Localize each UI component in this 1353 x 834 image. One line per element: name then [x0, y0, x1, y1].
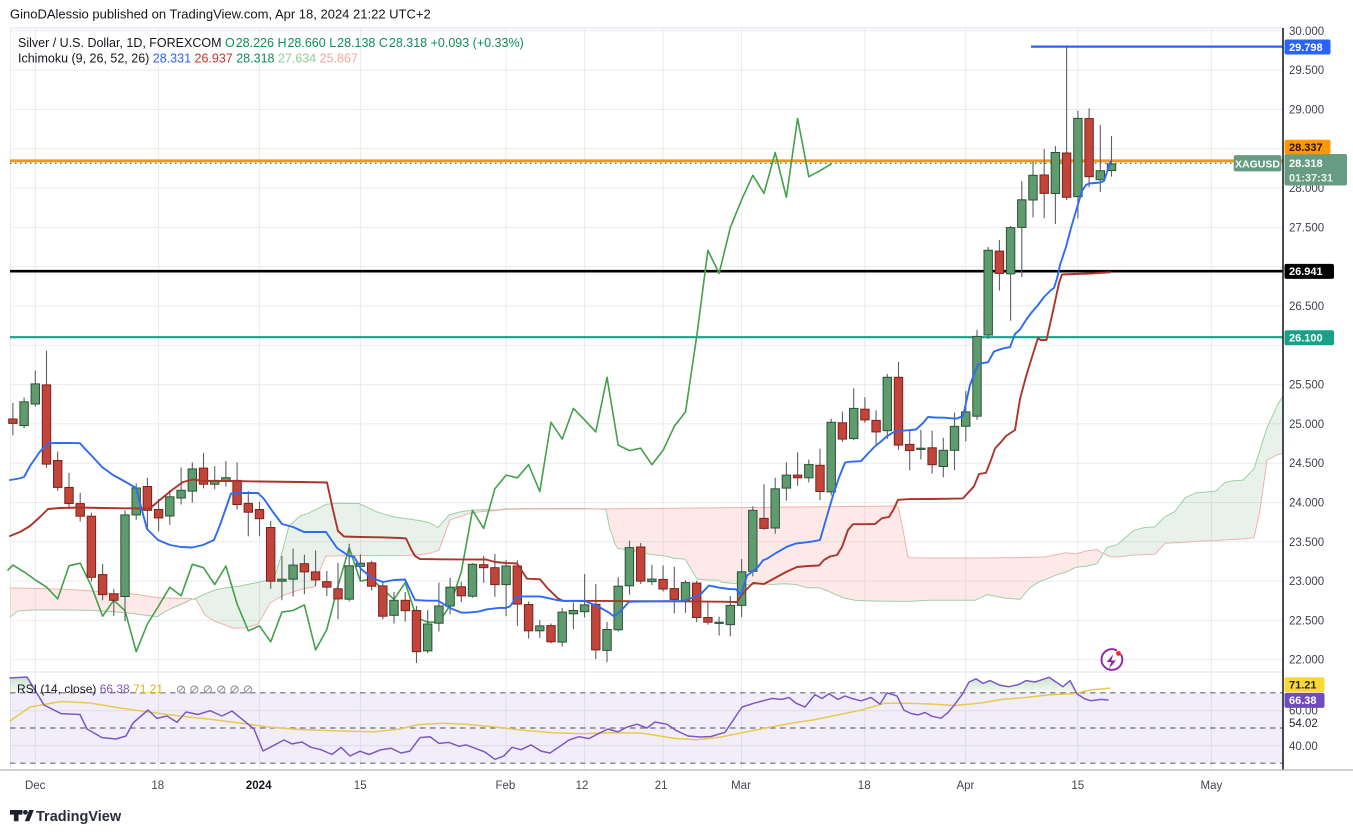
svg-text:26.941: 26.941	[1289, 266, 1323, 278]
svg-text:18: 18	[151, 780, 164, 792]
svg-text:12: 12	[576, 780, 589, 792]
svg-text:2024: 2024	[246, 780, 272, 792]
svg-text:28.318: 28.318	[1289, 158, 1323, 170]
svg-text:Silver / U.S. Dollar, 1D, FORE: Silver / U.S. Dollar, 1D, FOREXCOM O28.2…	[18, 36, 524, 50]
svg-text:25.500: 25.500	[1289, 380, 1324, 392]
svg-text:30.000: 30.000	[1289, 26, 1324, 38]
svg-text:29.500: 29.500	[1289, 65, 1324, 77]
svg-text:TradingView: TradingView	[36, 809, 122, 825]
svg-text:Feb: Feb	[495, 780, 515, 792]
svg-text:27.500: 27.500	[1289, 222, 1324, 234]
svg-text:May: May	[1201, 780, 1223, 792]
svg-text:60.00: 60.00	[1289, 706, 1318, 718]
svg-text:24.500: 24.500	[1289, 458, 1324, 470]
svg-text:40.00: 40.00	[1289, 741, 1318, 753]
svg-text:15: 15	[1071, 780, 1084, 792]
svg-text:22.500: 22.500	[1289, 615, 1324, 627]
svg-text:GinoDAlessio published on Trad: GinoDAlessio published on TradingView.co…	[10, 7, 431, 22]
svg-text:24.000: 24.000	[1289, 498, 1324, 510]
svg-text:26.100: 26.100	[1289, 333, 1323, 345]
svg-text:23.000: 23.000	[1289, 576, 1324, 588]
svg-text:22.000: 22.000	[1289, 655, 1324, 667]
svg-text:54.02: 54.02	[1289, 718, 1318, 730]
svg-text:66.38: 66.38	[1289, 695, 1317, 707]
svg-text:XAGUSD: XAGUSD	[1235, 158, 1280, 170]
svg-text:Ichimoku (9, 26, 52, 26) 28.33: Ichimoku (9, 26, 52, 26) 28.331 26.937 2…	[18, 52, 358, 66]
svg-text:29.798: 29.798	[1289, 42, 1323, 54]
svg-text:28.000: 28.000	[1289, 183, 1324, 195]
svg-text:Mar: Mar	[731, 780, 751, 792]
svg-text:18: 18	[858, 780, 871, 792]
svg-text:RSI (14, close) 66.38 71.21: RSI (14, close) 66.38 71.21	[17, 682, 163, 696]
svg-text:Apr: Apr	[956, 780, 974, 792]
svg-text:23.500: 23.500	[1289, 537, 1324, 549]
svg-text:26.500: 26.500	[1289, 301, 1324, 313]
svg-text:29.000: 29.000	[1289, 105, 1324, 117]
svg-text:25.000: 25.000	[1289, 419, 1324, 431]
svg-text:Dec: Dec	[25, 780, 46, 792]
svg-text:71.21: 71.21	[1289, 680, 1317, 692]
svg-text:21: 21	[655, 780, 668, 792]
svg-text:28.337: 28.337	[1289, 142, 1323, 154]
svg-text:01:37:31: 01:37:31	[1289, 173, 1333, 185]
svg-text:15: 15	[354, 780, 367, 792]
